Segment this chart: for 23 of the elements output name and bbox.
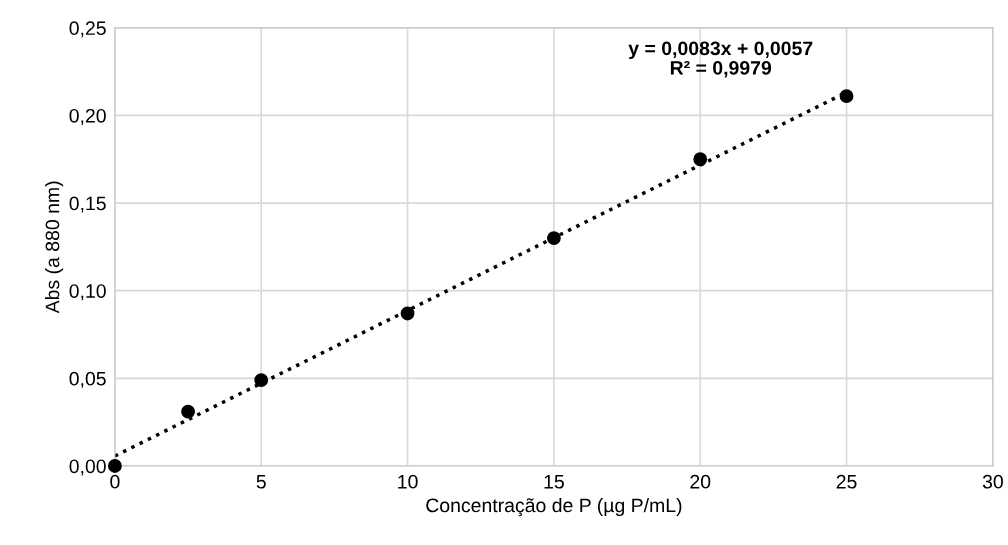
- point: [546, 231, 561, 246]
- point: [693, 152, 708, 167]
- x-axis-title: Concentração de P (µg P/mL): [426, 497, 682, 517]
- x-tick-label: 20: [690, 474, 711, 489]
- y-tick-label: 0,25: [69, 21, 106, 38]
- x-tick-label: 0: [110, 474, 120, 489]
- annotation: y = 0,0083x + 0,0057 R² = 0,9979: [628, 41, 813, 78]
- point: [181, 404, 195, 419]
- x-tick-label: 30: [982, 474, 1003, 489]
- x-tick-label: 25: [836, 474, 857, 489]
- point: [839, 89, 854, 104]
- x-tick-label: 5: [256, 475, 266, 489]
- y-axis-title: Abs (a 880 nm): [45, 181, 64, 314]
- y-tick-label: 0,10: [69, 284, 106, 301]
- point: [108, 459, 122, 473]
- y-tick-label: 0,05: [69, 371, 106, 388]
- point: [254, 373, 269, 387]
- y-tick-label: 0,00: [69, 459, 106, 476]
- x-tick-label: 15: [544, 475, 564, 489]
- y-tick-label: 0,15: [69, 196, 106, 213]
- point: [400, 306, 415, 321]
- x-tick-label: 10: [398, 474, 418, 489]
- y-tick-label: 0,20: [69, 108, 106, 125]
